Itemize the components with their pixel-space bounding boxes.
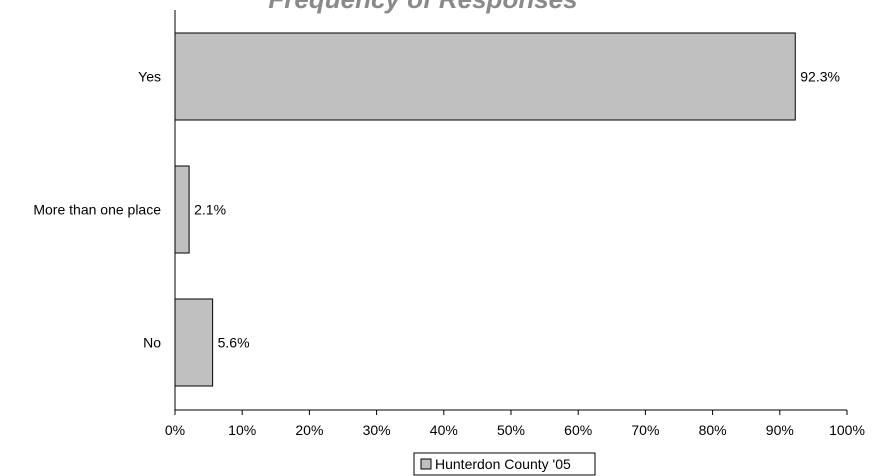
x-tick-label: 60% xyxy=(564,422,592,438)
x-tick-label: 90% xyxy=(766,422,794,438)
bars-group: 92.3% 2.1% 5.6% xyxy=(174,32,840,387)
x-tick-label: 50% xyxy=(497,422,525,438)
x-tick-label: 20% xyxy=(295,422,323,438)
category-label-yes: Yes xyxy=(138,69,161,85)
bar-more-than-one-place xyxy=(174,165,190,254)
bar-yes xyxy=(174,32,796,121)
data-label-no: 5.6% xyxy=(218,335,250,351)
y-axis: Yes More than one place No xyxy=(33,10,176,410)
category-label-more-than-one-place: More than one place xyxy=(33,202,161,218)
category-label-no: No xyxy=(143,335,161,351)
data-label-yes: 92.3% xyxy=(800,69,840,85)
chart-title: Frequency of Responses xyxy=(268,0,577,14)
x-tick-label: 80% xyxy=(699,422,727,438)
x-tick-label: 10% xyxy=(228,422,256,438)
x-tick-label: 70% xyxy=(631,422,659,438)
legend: Hunterdon County '05 xyxy=(413,452,596,476)
legend-label: Hunterdon County '05 xyxy=(435,456,571,472)
x-tick-label: 40% xyxy=(430,422,458,438)
x-tick-label: 0% xyxy=(165,422,185,438)
x-axis: 0% 10% 20% 30% 40% 50% 60% 70% 80% 90% 100% xyxy=(165,409,865,438)
bar-no xyxy=(174,298,214,387)
data-label-more-than-one-place: 2.1% xyxy=(194,202,226,218)
x-tick-label: 30% xyxy=(363,422,391,438)
legend-swatch xyxy=(420,458,432,470)
x-tick-label: 100% xyxy=(829,422,865,438)
legend-box xyxy=(413,452,596,476)
